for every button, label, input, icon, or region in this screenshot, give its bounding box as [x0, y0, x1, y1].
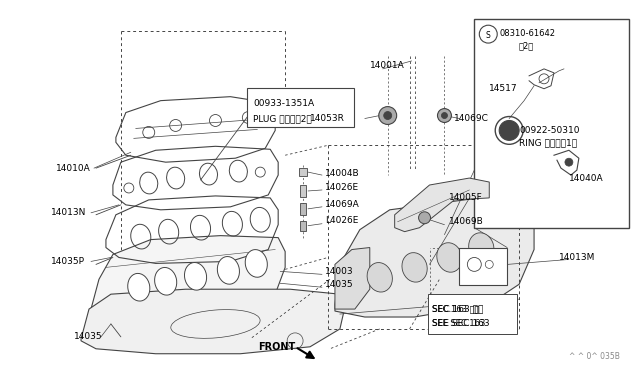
- Text: SEC.163 参照: SEC.163 参照: [431, 305, 483, 314]
- Text: 14001A: 14001A: [370, 61, 404, 70]
- Bar: [460, 247, 507, 285]
- Text: 14517: 14517: [489, 84, 518, 93]
- Circle shape: [565, 158, 573, 166]
- Text: 14035: 14035: [74, 332, 102, 341]
- Text: 14069B: 14069B: [449, 217, 484, 226]
- Text: （2）: （2）: [518, 42, 533, 51]
- FancyBboxPatch shape: [247, 88, 354, 128]
- Text: 14013N: 14013N: [51, 208, 86, 217]
- Text: 14069A: 14069A: [325, 201, 360, 209]
- Circle shape: [442, 113, 447, 119]
- Circle shape: [499, 121, 519, 140]
- Polygon shape: [91, 235, 285, 324]
- Bar: [300, 221, 306, 231]
- Text: 14040A: 14040A: [569, 174, 604, 183]
- Text: 14053R: 14053R: [310, 114, 345, 123]
- Circle shape: [379, 107, 397, 125]
- Text: 14005F: 14005F: [449, 193, 483, 202]
- Ellipse shape: [468, 233, 494, 262]
- Text: 14003: 14003: [325, 267, 354, 276]
- Ellipse shape: [184, 263, 207, 290]
- Ellipse shape: [437, 243, 462, 272]
- Ellipse shape: [218, 257, 239, 284]
- Text: SEE SEC.163: SEE SEC.163: [431, 320, 489, 328]
- Ellipse shape: [245, 250, 268, 277]
- Polygon shape: [335, 247, 370, 309]
- Polygon shape: [81, 289, 345, 354]
- Text: L4026E: L4026E: [325, 216, 358, 225]
- Circle shape: [384, 112, 392, 119]
- Text: PLUG プラグ（2）: PLUG プラグ（2）: [253, 114, 312, 123]
- Text: SEE SEC.163: SEE SEC.163: [431, 320, 485, 328]
- Text: SEC.163 参照: SEC.163 参照: [431, 305, 479, 314]
- Bar: [428, 294, 517, 334]
- Circle shape: [419, 212, 431, 224]
- Polygon shape: [395, 178, 489, 232]
- Text: 14004B: 14004B: [325, 169, 360, 177]
- Text: 14069C: 14069C: [454, 114, 490, 123]
- Circle shape: [438, 109, 451, 122]
- Text: 14035P: 14035P: [51, 257, 85, 266]
- Text: 14035: 14035: [325, 280, 354, 289]
- Bar: [300, 203, 306, 215]
- Text: 14010A: 14010A: [56, 164, 91, 173]
- Text: RING リング（1）: RING リング（1）: [519, 139, 577, 148]
- Text: 00933-1351A: 00933-1351A: [253, 99, 314, 108]
- Text: 14013M: 14013M: [559, 253, 595, 262]
- Text: FRONT: FRONT: [259, 342, 296, 352]
- Text: 14026E: 14026E: [325, 183, 359, 192]
- Ellipse shape: [155, 267, 177, 295]
- Text: S: S: [486, 31, 491, 40]
- Text: 08310-61642: 08310-61642: [499, 29, 556, 38]
- Ellipse shape: [367, 263, 392, 292]
- Bar: [300, 185, 306, 197]
- Bar: [299, 168, 307, 176]
- Ellipse shape: [128, 273, 150, 301]
- Polygon shape: [335, 198, 534, 317]
- Text: 00922-50310: 00922-50310: [519, 126, 580, 135]
- Ellipse shape: [402, 253, 428, 282]
- Bar: [474, 19, 628, 228]
- Text: ^ ^ 0^ 035B: ^ ^ 0^ 035B: [569, 352, 620, 361]
